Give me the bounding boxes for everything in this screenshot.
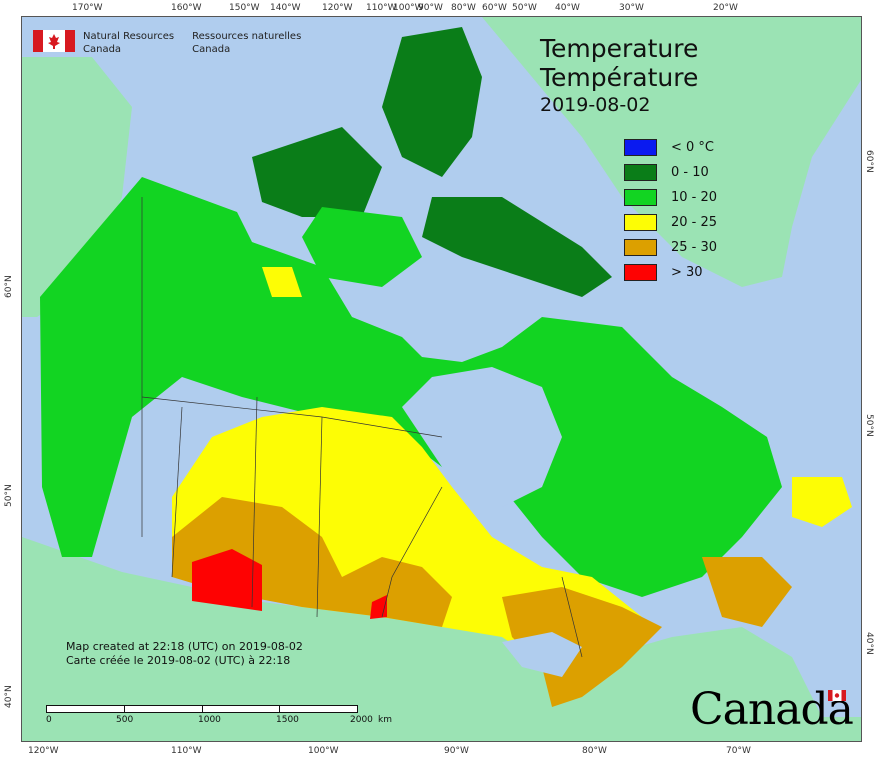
hudson-bay	[402, 367, 562, 507]
canada-flag-icon	[33, 30, 75, 52]
title-fr: Température	[540, 63, 699, 92]
graticule-label: 40°N	[864, 632, 874, 655]
agency-en-line1: Natural Resources	[83, 31, 175, 42]
graticule-label: 40°N	[4, 685, 14, 708]
agency-name-en: Natural Resources Canada	[83, 30, 174, 56]
legend-label: 25 - 30	[671, 240, 718, 255]
graticule-label: 60°N	[864, 150, 874, 173]
legend-item: 20 - 25	[624, 210, 717, 235]
legend-label: 0 - 10	[671, 165, 709, 180]
greenland-landmass	[482, 17, 861, 287]
graticule-label: 110°W	[171, 746, 202, 756]
legend-swatch	[624, 139, 657, 156]
credit-en: Map created at 22:18 (UTC) on 2019-08-02	[66, 640, 303, 653]
alaska-landmass	[22, 57, 132, 317]
graticule-label: 50°N	[864, 414, 874, 437]
legend-item: 0 - 10	[624, 160, 717, 185]
legend-label: 20 - 25	[671, 215, 718, 230]
legend-swatch	[624, 164, 657, 181]
graticule-label: 150°W	[229, 3, 260, 13]
legend-swatch	[624, 189, 657, 206]
legend-item: < 0 °C	[624, 135, 717, 160]
agency-fr-line2: Canada	[192, 44, 231, 55]
graticule-label: 170°W	[72, 3, 103, 13]
agency-name-fr: Ressources naturelles Canada	[192, 30, 301, 56]
map-title: Temperature Température 2019-08-02	[540, 34, 698, 118]
graticule-label: 50°W	[512, 3, 537, 13]
title-date: 2019-08-02	[540, 94, 651, 116]
scale-label: 1000	[198, 715, 221, 725]
agency-en-line2: Canada	[83, 44, 122, 55]
scale-labels: 0 500 1000 1500 2000 km	[46, 713, 392, 727]
scale-label: 1500	[276, 715, 299, 725]
graticule-label: 120°W	[28, 746, 59, 756]
graticule-label: 100°W	[393, 3, 424, 13]
zone-20-25-east	[792, 477, 852, 527]
graticule-label: 60°N	[4, 275, 14, 298]
scale-segment	[124, 706, 203, 712]
graticule-label: 90°W	[418, 3, 443, 13]
arctic-islands	[382, 27, 482, 177]
map-canvas	[22, 17, 861, 741]
zone-over-30	[192, 549, 262, 611]
title-en: Temperature	[540, 34, 699, 63]
legend-swatch	[624, 214, 657, 231]
scale-bar: 0 500 1000 1500 2000 km	[46, 705, 392, 727]
scale-bar-segments	[46, 705, 358, 713]
provincial-boundaries	[141, 197, 583, 658]
graticule-label: 20°W	[713, 3, 738, 13]
canada-wordmark: Canada	[690, 684, 854, 735]
canada-mainland	[40, 177, 782, 597]
legend-item: > 30	[624, 260, 717, 285]
zone-25-30-maritimes	[702, 557, 792, 627]
legend-label: > 30	[671, 265, 703, 280]
credit-text: Map created at 22:18 (UTC) on 2019-08-02…	[66, 640, 303, 668]
graticule-label: 80°W	[582, 746, 607, 756]
arctic-islands-mid	[302, 207, 422, 287]
graticule-label: 90°W	[444, 746, 469, 756]
great-lakes	[502, 632, 582, 677]
legend-item: 10 - 20	[624, 185, 717, 210]
graticule-label: 160°W	[171, 3, 202, 13]
scale-label: 2000	[350, 715, 373, 725]
baffin-island	[422, 197, 612, 297]
usa-landmass	[22, 537, 861, 741]
graticule-label: 40°W	[555, 3, 580, 13]
scale-label: 500	[116, 715, 134, 725]
scale-segment	[202, 706, 281, 712]
nrcan-signature: Natural Resources Canada Ressources natu…	[33, 30, 319, 56]
legend-swatch	[624, 264, 657, 281]
wordmark-flag-icon	[828, 690, 846, 701]
graticule-label: 140°W	[270, 3, 301, 13]
graticule-label: 110°W	[366, 3, 397, 13]
legend-swatch	[624, 239, 657, 256]
legend-label: 10 - 20	[671, 190, 718, 205]
graticule-label: 30°W	[619, 3, 644, 13]
scale-unit: km	[378, 715, 392, 725]
graticule-label: 80°W	[451, 3, 476, 13]
graticule-label: 50°N	[4, 484, 14, 507]
temperature-map[interactable]	[21, 16, 862, 742]
arctic-islands-west	[252, 127, 382, 217]
legend: < 0 °C 0 - 10 10 - 20 20 - 25 25 - 30 > 30	[624, 135, 717, 285]
graticule-label: 60°W	[482, 3, 507, 13]
scale-segment	[47, 706, 125, 712]
legend-label: < 0 °C	[671, 140, 715, 155]
agency-fr-line1: Ressources naturelles	[192, 31, 302, 42]
graticule-label: 100°W	[308, 746, 339, 756]
graticule-label: 120°W	[322, 3, 353, 13]
legend-item: 25 - 30	[624, 235, 717, 260]
zone-20-25-north	[262, 267, 302, 297]
scale-segment	[280, 706, 357, 712]
graticule-label: 70°W	[726, 746, 751, 756]
credit-fr: Carte créée le 2019-08-02 (UTC) à 22:18	[66, 654, 291, 667]
scale-label: 0	[46, 715, 52, 725]
